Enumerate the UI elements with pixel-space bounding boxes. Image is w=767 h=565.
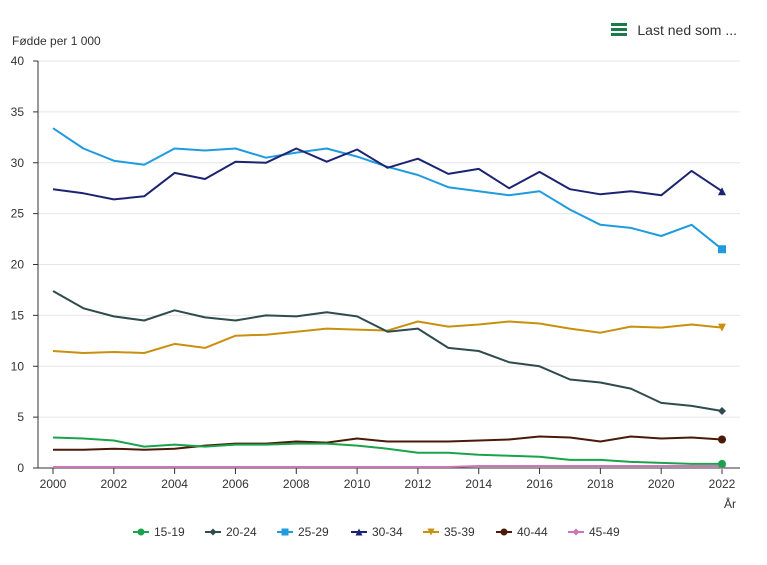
x-tick-label: 2000 (40, 477, 67, 491)
legend-marker (209, 528, 217, 536)
series-end-marker-30-34 (718, 187, 726, 196)
x-axis-ticks: 2000 2002 2004 2006 2008 2010 2012 2014 2016 2018… (40, 468, 736, 491)
legend-marker (572, 528, 580, 536)
legend-label: 20-24 (226, 525, 257, 539)
y-tick-label: 5 (17, 410, 24, 424)
series-end-marker-40-44 (718, 435, 726, 444)
x-tick-label: 2006 (222, 477, 249, 491)
legend-marker (355, 528, 363, 536)
series-line-30-34 (52, 147, 723, 201)
x-axis-title: År (724, 497, 736, 511)
series-15-19 (52, 436, 726, 468)
series-end-marker-35-39 (718, 323, 726, 332)
x-tick-label: 2020 (648, 477, 675, 491)
y-tick-label: 35 (11, 105, 25, 119)
legend-item-30-34[interactable]: 30-34 (351, 525, 403, 539)
y-tick-label: 25 (11, 207, 25, 221)
y-tick-label: 15 (11, 308, 25, 322)
y-tick-label: 0 (17, 461, 24, 475)
y-axis-ticks: 0 5 10 15 20 25 30 35 40 (11, 54, 38, 475)
legend-label: 40-44 (517, 525, 548, 539)
legend-label: 30-34 (372, 525, 403, 539)
legend-symbol-15-19 (133, 528, 149, 536)
legend-symbol-30-34 (351, 528, 367, 536)
x-tick-label: 2010 (344, 477, 371, 491)
y-tick-label: 20 (11, 258, 25, 272)
series-40-44 (53, 435, 726, 451)
legend-marker (500, 528, 508, 536)
series-line-35-39 (52, 320, 723, 354)
legend-symbol-20-24 (205, 528, 221, 536)
series-25-29 (52, 127, 726, 254)
legend-label: 15-19 (154, 525, 185, 539)
series-line-40-44 (53, 435, 723, 451)
x-tick-label: 2002 (100, 477, 127, 491)
x-tick-label: 2004 (161, 477, 188, 491)
legend-item-45-49[interactable]: 45-49 (568, 525, 620, 539)
series-line-20-24 (52, 290, 723, 412)
legend-marker (427, 528, 435, 536)
series-30-34 (52, 147, 726, 201)
series-35-39 (52, 320, 726, 354)
legend-label: 25-29 (298, 525, 329, 539)
series-20-24 (52, 290, 726, 416)
legend-symbol-25-29 (277, 528, 293, 536)
legend-item-20-24[interactable]: 20-24 (205, 525, 257, 539)
series-end-marker-20-24 (718, 407, 726, 416)
series-end-marker-15-19 (718, 459, 726, 468)
legend-symbol-35-39 (423, 528, 439, 536)
series-line-15-19 (52, 436, 722, 465)
legend-label: 45-49 (589, 525, 620, 539)
x-tick-label: 2018 (587, 477, 614, 491)
legend-item-25-29[interactable]: 25-29 (277, 525, 329, 539)
x-tick-label: 2016 (526, 477, 553, 491)
y-tick-label: 40 (11, 54, 25, 68)
series-45-49 (53, 461, 726, 470)
series-end-marker-25-29 (718, 245, 726, 254)
series-line-45-49 (53, 465, 722, 468)
legend-item-35-39[interactable]: 35-39 (423, 525, 475, 539)
y-tick-label: 10 (11, 359, 25, 373)
grid-lines (38, 60, 740, 469)
legend-marker (281, 528, 289, 536)
y-tick-label: 30 (11, 156, 25, 170)
legend-symbol-40-44 (496, 528, 512, 536)
legend-marker (137, 528, 145, 536)
export-button-label: Last ned som ... (637, 22, 737, 38)
legend-symbol-45-49 (568, 528, 584, 536)
series-lines (52, 127, 726, 470)
x-tick-label: 2022 (709, 477, 736, 491)
export-menu-button[interactable]: Last ned som ... (611, 18, 737, 42)
y-axis-title: Fødde per 1 000 (12, 34, 101, 48)
legend-item-40-44[interactable]: 40-44 (496, 525, 548, 539)
legend-label: 35-39 (444, 525, 475, 539)
x-tick-label: 2012 (405, 477, 432, 491)
menu-icon (611, 23, 628, 37)
chart-legend: 15-19 20-24 25-29 30-34 35-39 40-44 45-49 (0, 525, 767, 545)
x-tick-label: 2008 (283, 477, 310, 491)
x-tick-label: 2014 (465, 477, 492, 491)
legend-item-15-19[interactable]: 15-19 (133, 525, 185, 539)
